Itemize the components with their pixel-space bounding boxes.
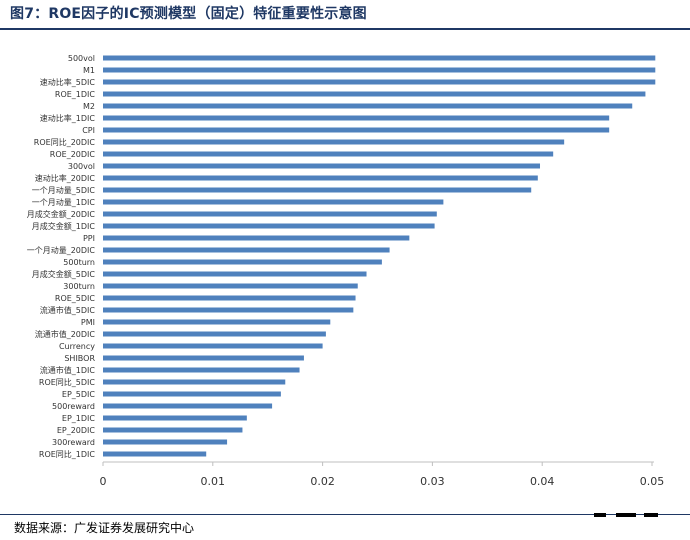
x-tick-label: 0.02 <box>310 475 335 488</box>
category-label: ROE_5DIC <box>55 294 96 303</box>
category-label: 一个月动量_1DIC <box>32 197 96 207</box>
category-label: EP_20DIC <box>57 426 96 435</box>
bar <box>103 451 207 457</box>
category-label: 月成交金额_5DIC <box>32 269 96 279</box>
category-label: SHIBOR <box>64 354 95 363</box>
bar <box>103 139 565 145</box>
category-label: Currency <box>59 342 95 351</box>
category-label: 速动比率_1DIC <box>40 113 96 123</box>
bar <box>103 187 532 193</box>
bar <box>103 91 646 97</box>
footer-rule <box>0 514 690 515</box>
category-label: ROE_1DIC <box>55 90 96 99</box>
category-label: EP_5DIC <box>62 390 95 399</box>
category-label: 一个月动量_5DIC <box>32 185 96 195</box>
category-label: 流通市值_1DIC <box>40 365 96 375</box>
bar <box>103 151 554 157</box>
bar <box>103 367 300 373</box>
bar <box>103 271 367 277</box>
bar <box>103 283 358 289</box>
bar <box>103 103 633 109</box>
x-tick-label: 0.04 <box>530 475 555 488</box>
bar <box>103 175 538 181</box>
bar <box>103 55 656 61</box>
bar <box>103 355 304 361</box>
bar <box>103 199 444 205</box>
category-labels: 500vol M1 速动比率_5DIC ROE_1DIC M2 速动比率_1DIC CPI R… <box>27 54 96 459</box>
bar <box>103 403 273 409</box>
category-label: CPI <box>82 126 95 135</box>
bar <box>103 235 410 241</box>
bar <box>103 295 356 301</box>
bar <box>103 67 656 73</box>
category-label: 300turn <box>63 282 95 291</box>
category-label: 一个月动量_20DIC <box>27 245 96 255</box>
bar <box>103 379 286 385</box>
feature-importance-chart: 500vol M1 速动比率_5DIC ROE_1DIC M2 速动比率_1DIC CPI R… <box>27 54 665 488</box>
bar <box>103 127 610 133</box>
bar <box>103 163 541 169</box>
x-tick-label: 0 <box>100 475 107 488</box>
category-label: 速动比率_5DIC <box>40 77 96 87</box>
x-tick-label: 0.01 <box>201 475 226 488</box>
bar <box>103 211 437 217</box>
bar-layer <box>103 55 656 457</box>
category-label: M2 <box>83 102 95 111</box>
x-tick-label: 0.03 <box>420 475 445 488</box>
category-label: 500turn <box>63 258 95 267</box>
bar <box>103 79 656 85</box>
bar <box>103 319 331 325</box>
category-label: M1 <box>83 66 95 75</box>
category-label: 月成交金额_1DIC <box>32 221 96 231</box>
title-rule <box>0 28 690 30</box>
category-label: PMI <box>81 318 95 327</box>
footer-marks <box>590 513 690 517</box>
bar <box>103 223 435 229</box>
source-note: 数据来源：广发证券发展研究中心 <box>14 521 195 535</box>
bar <box>103 331 326 337</box>
bar <box>103 115 610 121</box>
category-label: 300reward <box>52 438 95 447</box>
category-label: 流通市值_5DIC <box>40 305 96 315</box>
bar <box>103 391 281 397</box>
bar <box>103 259 382 265</box>
category-label: ROE同比_1DIC <box>39 449 96 459</box>
figure-title: 图7：ROE因子的IC预测模型（固定）特征重要性示意图 <box>10 6 367 22</box>
bar <box>103 343 323 349</box>
bar <box>103 427 243 433</box>
category-label: 500vol <box>68 54 95 63</box>
category-label: 500reward <box>52 402 95 411</box>
category-label: ROE同比_20DIC <box>34 137 96 147</box>
bar <box>103 307 354 313</box>
bar <box>103 247 390 253</box>
bar <box>103 439 228 445</box>
x-tick-label: 0.05 <box>640 475 665 488</box>
bar <box>103 415 247 421</box>
category-label: 月成交金额_20DIC <box>27 209 96 219</box>
x-tick-labels: 0 0.01 0.02 0.03 0.04 0.05 <box>100 462 665 488</box>
category-label: PPI <box>83 234 95 243</box>
category-label: EP_1DIC <box>62 414 95 423</box>
category-label: ROE同比_5DIC <box>39 377 96 387</box>
category-label: 流通市值_20DIC <box>35 329 96 339</box>
category-label: ROE_20DIC <box>50 150 96 159</box>
category-label: 300vol <box>68 162 95 171</box>
category-label: 速动比率_20DIC <box>35 173 96 183</box>
